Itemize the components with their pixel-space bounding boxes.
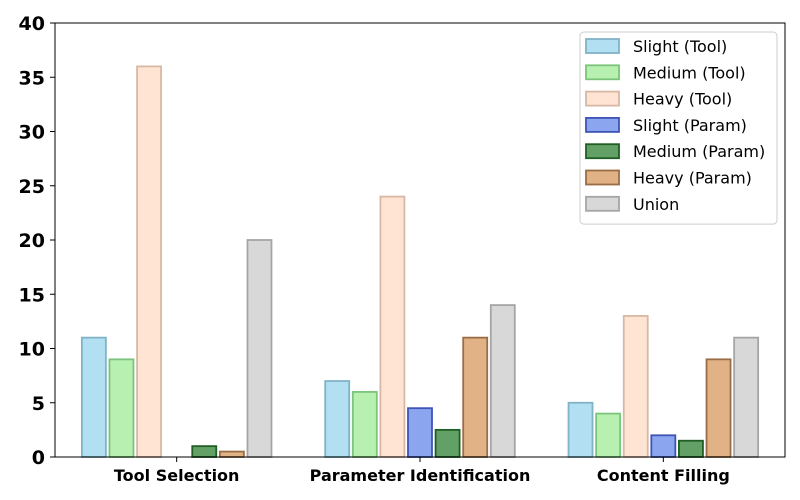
- x-tick-label: Content Filling: [597, 466, 730, 485]
- y-tick-label: 35: [19, 67, 45, 89]
- bar-heavy-tool-content-filling: [622, 315, 649, 458]
- legend-swatch-slight-tool: [585, 38, 620, 54]
- legend-label-slight-tool: Slight (Tool): [633, 37, 727, 56]
- legend-swatch-heavy-tool: [585, 90, 620, 107]
- legend-label-medium-tool: Medium (Tool): [633, 63, 746, 82]
- bar-medium-param-parameter-identification: [434, 428, 461, 458]
- bar-heavy-tool-tool-selection: [136, 65, 162, 458]
- bar-heavy-param-parameter-identification: [462, 336, 489, 458]
- bar-slight-tool-content-filling: [567, 401, 594, 458]
- legend-box: [579, 31, 778, 225]
- y-tick-label: 10: [19, 339, 45, 361]
- x-tick-label: Parameter Identification: [310, 466, 531, 485]
- legend-swatch-union: [585, 195, 620, 212]
- bar-medium-param-tool-selection: [191, 445, 218, 458]
- legend-swatch-slight-param: [585, 117, 620, 133]
- y-axis-ticks: 0 5 10 15 20 25 30 35 40: [19, 13, 55, 469]
- bar-medium-param-content-filling: [678, 439, 704, 458]
- bar-medium-tool-tool-selection: [108, 358, 135, 458]
- bar-slight-tool-parameter-identification: [324, 380, 351, 458]
- legend-swatch-medium-tool: [585, 64, 620, 81]
- bar-slight-param-parameter-identification: [407, 407, 433, 458]
- y-tick-label: 25: [19, 176, 45, 198]
- x-tick-label: Tool Selection: [114, 466, 240, 485]
- y-tick-label: 30: [19, 122, 45, 144]
- legend-label-slight-param: Slight (Param): [633, 116, 747, 135]
- bar-slight-tool-tool-selection: [80, 336, 107, 458]
- legend-label-heavy-tool: Heavy (Tool): [633, 90, 732, 109]
- bar-medium-tool-content-filling: [595, 412, 622, 458]
- bar-union-tool-selection: [246, 239, 273, 458]
- y-tick-label: 40: [19, 13, 45, 35]
- bar-heavy-tool-parameter-identification: [379, 195, 406, 458]
- bars-group: [80, 65, 760, 458]
- legend: Slight (Tool) Medium (Tool) Heavy (Tool) Sl…: [579, 31, 778, 225]
- legend-swatch-medium-param: [585, 143, 620, 160]
- legend-label-heavy-param: Heavy (Param): [633, 169, 752, 188]
- y-tick-label: 0: [32, 447, 45, 469]
- x-axis-ticks: Tool Selection Parameter Identification Co…: [114, 457, 730, 485]
- y-tick-label: 15: [19, 284, 45, 306]
- legend-label-union: Union: [633, 195, 679, 214]
- y-tick-label: 20: [19, 230, 45, 252]
- bar-medium-tool-parameter-identification: [351, 390, 378, 458]
- bar-heavy-param-tool-selection: [218, 450, 245, 458]
- legend-swatch-heavy-param: [585, 169, 620, 186]
- bar-slight-param-content-filling: [650, 434, 677, 458]
- bar-union-content-filling: [733, 336, 760, 458]
- bar-union-parameter-identification: [489, 304, 516, 458]
- plot-frame: [54, 22, 786, 458]
- y-tick-label: 5: [32, 393, 45, 415]
- bar-heavy-param-content-filling: [705, 358, 732, 458]
- legend-label-medium-param: Medium (Param): [633, 142, 765, 161]
